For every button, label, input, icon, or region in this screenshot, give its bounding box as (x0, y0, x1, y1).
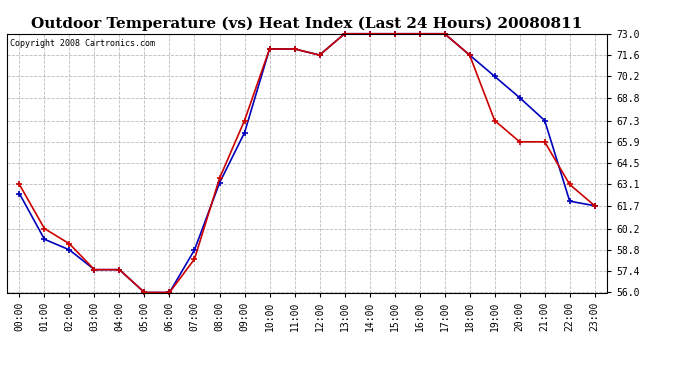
Title: Outdoor Temperature (vs) Heat Index (Last 24 Hours) 20080811: Outdoor Temperature (vs) Heat Index (Las… (31, 17, 583, 31)
Text: Copyright 2008 Cartronics.com: Copyright 2008 Cartronics.com (10, 39, 155, 48)
